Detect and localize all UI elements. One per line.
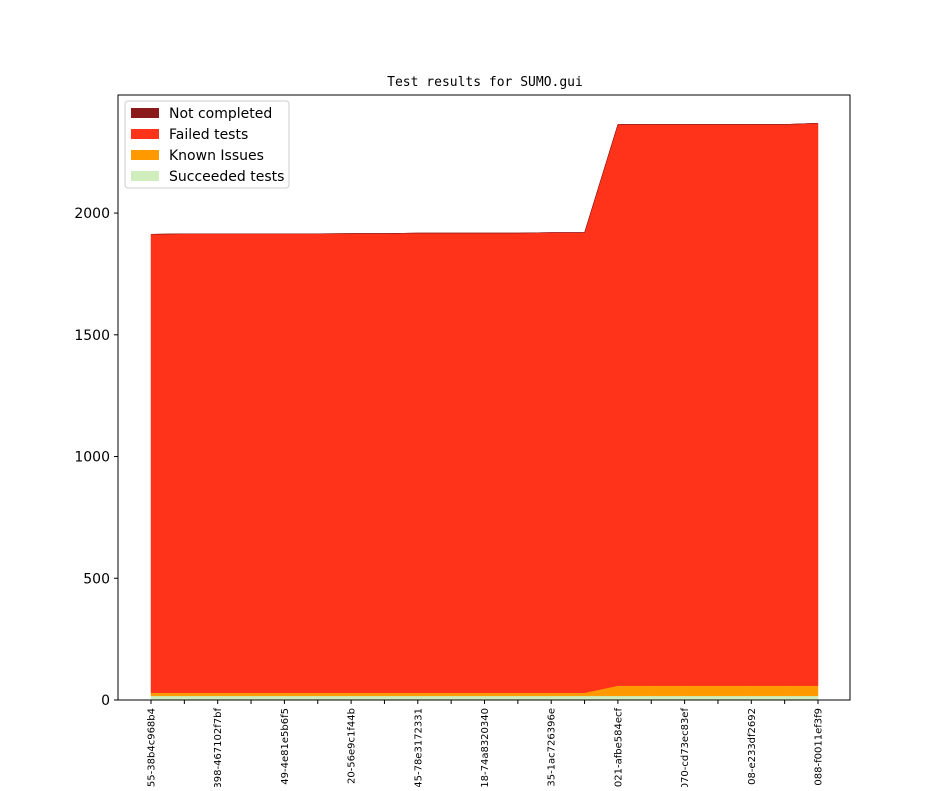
ytick-label: 0 [101,693,110,709]
legend-box [124,100,290,189]
legend-label-failed-tests: Failed tests [169,127,248,143]
xtick-label: 18-74a8320340 [480,708,491,787]
legend-swatch-not-completed [131,108,159,118]
chart-title: Test results for SUMO.gui [387,75,583,90]
xtick-label: 45-78e3172331 [413,708,424,787]
xtick-label: 070-cd73ec83ef [680,708,691,787]
xtick-label: 55-38b4c968b4 [147,708,158,787]
ytick-label: 2000 [74,206,110,222]
ytick-label: 1000 [74,450,110,466]
legend-swatch-failed-tests [131,129,159,139]
legend: Not completed Failed tests Known Issues Suc… [124,100,290,189]
area-not-completed [150,122,819,235]
area-succeeded-tests [150,695,819,701]
legend-swatch-known-issues [131,150,159,160]
ytick-label: 500 [83,571,110,587]
ytick-label: 1500 [74,328,110,344]
legend-label-known-issues: Known Issues [169,148,264,164]
xtick-label: 021-afbe584ecf [613,708,624,787]
xtick-label: 20-56e9c1f44b [347,708,358,784]
axes: 0 500 1000 1500 2000 55-38b4c968b4 398-467102f… [74,94,851,789]
legend-label-succeeded-tests: Succeeded tests [169,169,284,185]
xtick-label: 08-e233df2692 [747,708,758,785]
xtick-label: 49-4e81e5b6f5 [280,708,291,785]
plot-area [118,95,850,701]
legend-swatch-succeeded-tests [131,171,159,181]
xtick-label: 088-f0011ef3f9 [814,708,825,786]
xtick-label: 398-467102f7bf [213,708,224,787]
xtick-label: 35-1ac726396e [547,708,558,787]
legend-label-not-completed: Not completed [169,106,272,122]
